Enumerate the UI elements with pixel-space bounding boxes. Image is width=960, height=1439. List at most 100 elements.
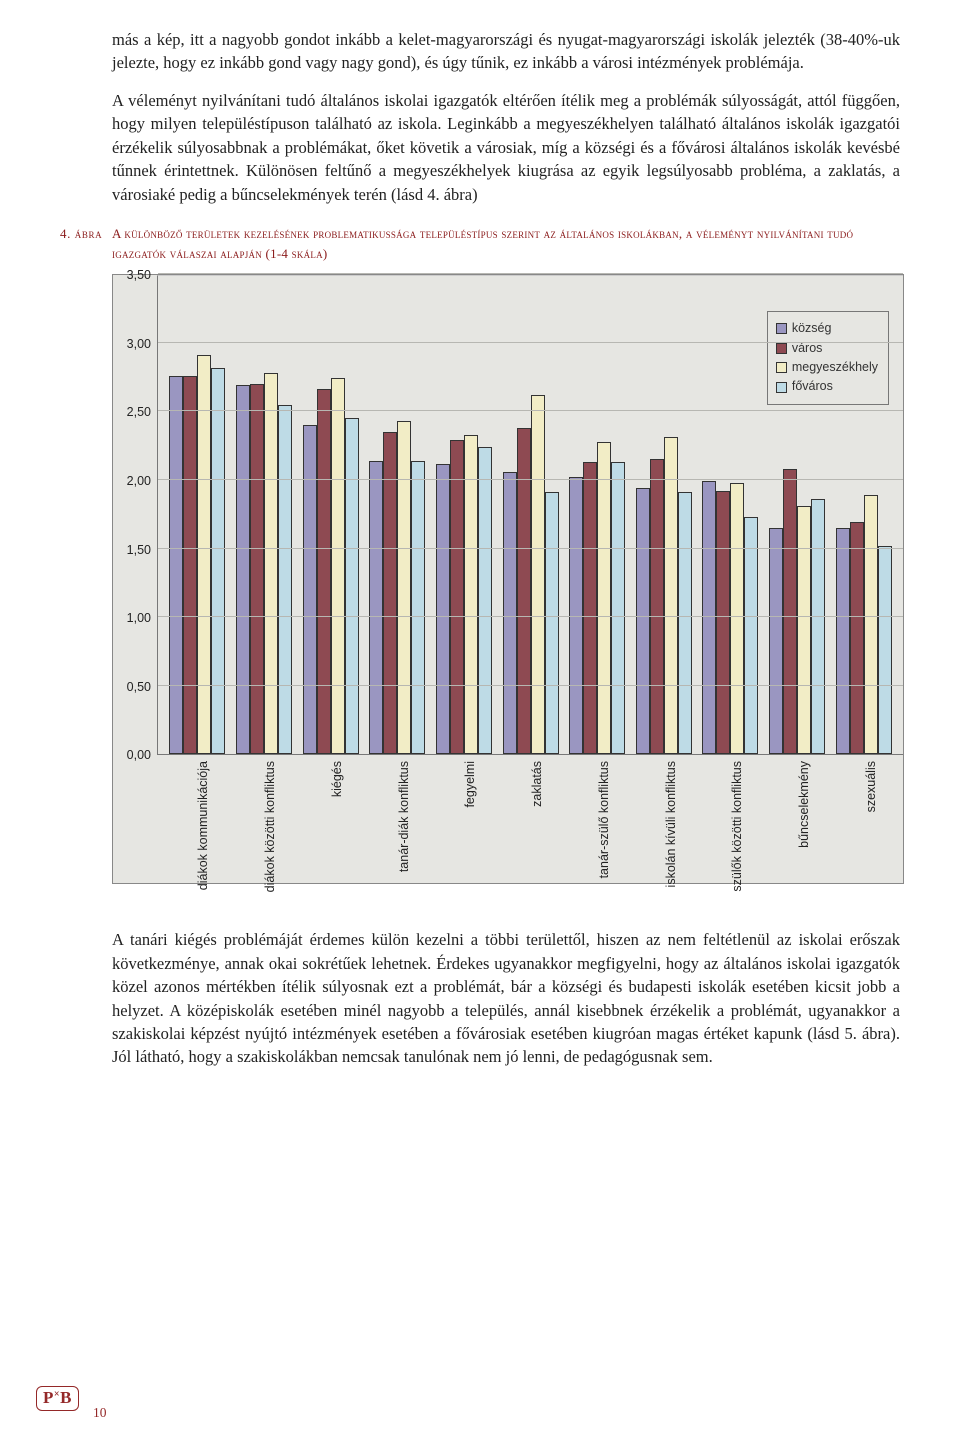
chart-x-axis: diákok kommunikációjadiákok közötti konf…: [157, 755, 903, 883]
bar: [597, 442, 611, 755]
bar: [211, 368, 225, 755]
bar: [383, 432, 397, 754]
figure-caption: A különböző területek kezelésének proble…: [112, 224, 900, 264]
y-tick-label: 3,00: [127, 337, 151, 351]
chart-gridline: [158, 548, 903, 549]
x-label-cell: iskolán kívüli konfliktus: [630, 755, 697, 883]
body-text-bottom: A tanári kiégés problémáját érdemes külö…: [112, 928, 900, 1069]
legend-swatch: [776, 382, 787, 393]
bar: [836, 528, 850, 754]
page-footer: P×B 10: [36, 1386, 106, 1411]
x-tick-label: bűncselekmény: [797, 761, 811, 848]
chart-plot: 0,000,501,001,502,002,503,003,50 községv…: [113, 275, 903, 883]
bar: [702, 481, 716, 754]
paragraph-3: A tanári kiégés problémáját érdemes külö…: [112, 928, 900, 1069]
legend-label: főváros: [792, 377, 833, 396]
x-tick-label: diákok közötti konfliktus: [263, 761, 277, 892]
bar-group: [630, 276, 697, 754]
legend-label: község: [792, 319, 832, 338]
x-label-cell: bűncselekmény: [764, 755, 831, 883]
chart-gridline: [158, 410, 903, 411]
bar-group: [497, 276, 564, 754]
bar: [464, 435, 478, 755]
y-tick-label: 2,00: [127, 474, 151, 488]
bar: [811, 499, 825, 754]
y-tick-label: 0,50: [127, 680, 151, 694]
bar: [169, 376, 183, 755]
bar-group: [564, 276, 631, 754]
x-label-cell: tanár-diák konfliktus: [363, 755, 430, 883]
bar: [583, 462, 597, 754]
bar: [864, 495, 878, 754]
legend-item: megyeszékhely: [776, 358, 878, 377]
y-tick-label: 2,50: [127, 405, 151, 419]
bar: [264, 373, 278, 754]
x-label-cell: diákok kommunikációja: [163, 755, 230, 883]
x-tick-label: szülők közötti konfliktus: [730, 761, 744, 892]
figure-number: 4. ábra: [60, 224, 112, 242]
bar: [636, 488, 650, 754]
publisher-logo: P×B: [36, 1386, 79, 1411]
chart-gridline: [158, 685, 903, 686]
x-tick-label: diákok kommunikációja: [196, 761, 210, 890]
bar: [183, 376, 197, 755]
figure-header: 4. ábra A különböző területek kezeléséne…: [60, 224, 900, 264]
x-label-cell: szexuális: [830, 755, 897, 883]
bar: [545, 492, 559, 754]
y-tick-label: 0,00: [127, 748, 151, 762]
x-tick-label: fegyelmi: [463, 761, 477, 808]
legend-item: főváros: [776, 377, 878, 396]
x-tick-label: tanár-szülő konfliktus: [597, 761, 611, 878]
x-label-cell: fegyelmi: [430, 755, 497, 883]
bar-group: [231, 276, 298, 754]
chart-gridline: [158, 273, 903, 274]
x-label-cell: diákok közötti konfliktus: [230, 755, 297, 883]
bar: [397, 421, 411, 754]
bar: [411, 461, 425, 754]
chart-plot-area: községvárosmegyeszékhelyfőváros: [157, 275, 903, 755]
y-tick-label: 3,50: [127, 268, 151, 282]
legend-label: megyeszékhely: [792, 358, 878, 377]
bar: [503, 472, 517, 755]
bar: [850, 522, 864, 754]
x-label-cell: kiégés: [296, 755, 363, 883]
bar: [317, 389, 331, 754]
bar: [611, 462, 625, 754]
bar-group: [164, 276, 231, 754]
page-number: 10: [93, 1405, 107, 1421]
bar: [716, 491, 730, 754]
x-label-cell: tanár-szülő konfliktus: [563, 755, 630, 883]
body-text-top: más a kép, itt a nagyobb gondot inkább a…: [112, 28, 900, 206]
bar: [517, 428, 531, 754]
chart-gridline: [158, 342, 903, 343]
y-tick-label: 1,00: [127, 611, 151, 625]
paragraph-2: A véleményt nyilvánítani tudó általános …: [112, 89, 900, 206]
bar: [878, 546, 892, 754]
bar: [797, 506, 811, 754]
legend-swatch: [776, 362, 787, 373]
bar: [278, 405, 292, 755]
bar-group: [364, 276, 431, 754]
chart-container: 0,000,501,001,502,002,503,003,50 községv…: [112, 274, 904, 884]
chart-y-axis: 0,000,501,001,502,002,503,003,50: [113, 275, 157, 755]
bar: [730, 483, 744, 755]
bar: [478, 447, 492, 754]
legend-swatch: [776, 323, 787, 334]
legend-swatch: [776, 343, 787, 354]
chart-gridline: [158, 479, 903, 480]
bar-group: [697, 276, 764, 754]
legend-item: község: [776, 319, 878, 338]
x-label-cell: szülők közötti konfliktus: [697, 755, 764, 883]
x-label-cell: zaklatás: [497, 755, 564, 883]
bar: [303, 425, 317, 754]
bar: [769, 528, 783, 754]
bar: [436, 464, 450, 755]
bar: [197, 355, 211, 754]
x-tick-label: kiégés: [330, 761, 344, 797]
bar: [236, 385, 250, 754]
x-tick-label: tanár-diák konfliktus: [397, 761, 411, 872]
bar: [250, 384, 264, 754]
bar: [783, 469, 797, 754]
x-tick-label: zaklatás: [530, 761, 544, 807]
bar: [650, 459, 664, 754]
